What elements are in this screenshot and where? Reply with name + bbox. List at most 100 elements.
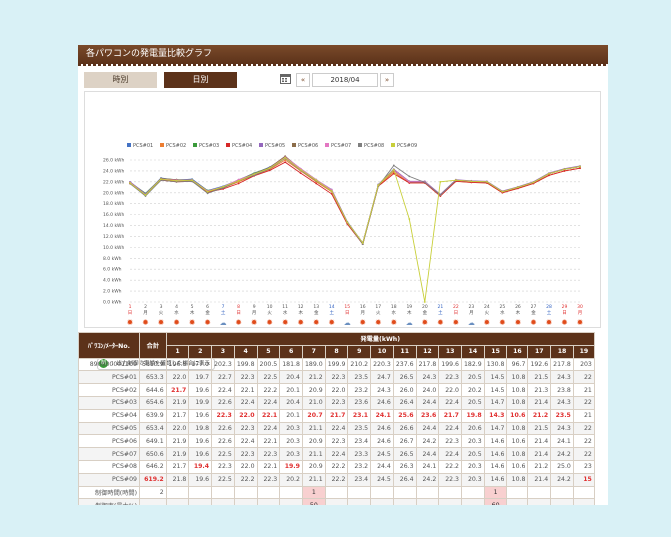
tab-hourly[interactable]: 時別 [84, 72, 157, 88]
prev-month-button[interactable]: « [296, 73, 310, 87]
value-cell: 24.2 [415, 434, 440, 449]
value-cell: 21.1 [301, 421, 326, 436]
day-header: 17 [527, 344, 552, 359]
control-cell [438, 485, 462, 500]
value-cell: 22.0 [324, 383, 349, 397]
value-cell: 22.3 [256, 472, 281, 487]
value-cell: 22.3 [324, 434, 349, 449]
value-cell: 19.9 [188, 395, 213, 410]
weekday-label: 金 [314, 309, 319, 316]
x-tick-label: 6 [206, 304, 209, 310]
value-cell: 23.6 [347, 395, 372, 410]
value-cell: 20.9 [301, 383, 326, 397]
value-cell: 181.8 [279, 357, 303, 372]
value-cell: 21.7 [165, 383, 190, 397]
calendar-icon[interactable] [280, 73, 291, 84]
control-cell [392, 485, 417, 500]
control-cell [233, 498, 258, 505]
value-cell: 14.6 [483, 434, 508, 449]
value-cell: 20.2 [461, 383, 485, 397]
x-tick-label: 19 [406, 304, 412, 310]
value-cell: 26.7 [392, 434, 417, 449]
month-display: 2018/04 [312, 73, 378, 87]
control-cell [370, 485, 394, 500]
x-tick-label: 24 [484, 304, 490, 310]
value-cell: 23 [572, 459, 595, 474]
value-cell: 19.7 [188, 370, 213, 385]
weekday-label: 日 [454, 310, 459, 316]
x-tick-label: 15 [344, 304, 350, 310]
value-cell: 24.0 [415, 383, 440, 397]
value-cell: 24.6 [370, 395, 394, 410]
x-tick-label: 2 [144, 304, 147, 310]
table-row: PCS#08 646.2 21.7 19.4 22.3 22.0 22.1 19.9 20.9 2… [78, 459, 595, 474]
y-tick-label: 0.0 kWh [103, 300, 122, 306]
value-cell: 21.2 [301, 370, 326, 385]
x-tick-label: 3 [160, 304, 163, 310]
y-tick-label: 26.0 kWh [103, 158, 125, 164]
value-cell: 20.3 [279, 434, 303, 449]
data-point [330, 190, 333, 193]
value-cell: 22.3 [438, 434, 462, 449]
series-line [129, 159, 581, 244]
cloud-icon: ☁ [406, 319, 413, 327]
value-cell: 199.9 [324, 357, 349, 372]
value-cell: 23.1 [347, 408, 372, 423]
value-cell: 21.7 [324, 408, 349, 423]
legend-swatch [358, 143, 362, 147]
row-total: 639.9 [139, 408, 167, 423]
control-cell [347, 485, 372, 500]
value-cell: 25.0 [550, 459, 574, 474]
value-cell: 19.6 [188, 472, 213, 487]
value-cell: 25.6 [392, 408, 417, 423]
y-tick-label: 12.0 kWh [103, 234, 125, 240]
value-cell: 22.3 [438, 370, 462, 385]
row-total: 644.6 [139, 383, 167, 397]
control-cell [415, 485, 440, 500]
value-cell: 20.1 [279, 408, 303, 423]
value-cell: 20.7 [301, 408, 326, 423]
y-tick-label: 4.0 kWh [103, 278, 122, 284]
control-cell [233, 485, 258, 500]
control-cell [188, 498, 213, 505]
value-cell: 22.2 [256, 383, 281, 397]
next-month-button[interactable]: » [380, 73, 394, 87]
tab-daily[interactable]: 日別 [164, 72, 237, 88]
value-cell: 22.1 [256, 459, 281, 474]
value-cell: 22.4 [211, 383, 235, 397]
value-cell: 22.2 [438, 459, 462, 474]
row-label: PCS#09 [78, 472, 140, 487]
control-cell [527, 498, 552, 505]
data-point [532, 181, 535, 184]
sun-icon: ✹ [127, 318, 134, 327]
label-header: ﾊﾟﾜｺﾝ/ﾒｰﾀｰNo. [78, 332, 140, 359]
value-cell: 23.4 [347, 472, 372, 487]
x-tick-label: 5 [191, 304, 194, 310]
value-cell: 22.5 [256, 370, 281, 385]
value-cell: 21.4 [527, 472, 552, 487]
value-cell: 202.3 [211, 357, 235, 372]
value-cell: 22.5 [211, 447, 235, 461]
value-cell: 22.4 [233, 434, 258, 449]
y-tick-label: 18.0 kWh [103, 201, 125, 207]
legend-label: PCS#03 [199, 143, 219, 149]
value-cell: 19.4 [188, 459, 213, 474]
x-tick-label: 7 [222, 304, 225, 310]
y-tick-label: 10.0 kWh [103, 245, 125, 251]
value-cell: 196.8 [165, 357, 190, 372]
table-row: PCS#05 653.4 22.0 19.8 22.6 22.3 22.4 20.3 21.1 2… [78, 421, 595, 436]
series-line [129, 156, 581, 244]
value-cell: 21.1 [301, 447, 326, 461]
value-cell: 21.2 [527, 408, 552, 423]
cloud-icon: ☁ [220, 319, 227, 327]
sun-icon: ✹ [530, 318, 537, 327]
value-cell: 22.5 [211, 472, 235, 487]
value-cell: 22.3 [211, 408, 235, 423]
generation-table: ﾊﾟﾜｺﾝ/ﾒｰﾀｰNo. 合計 発電量(kWh) 1 2 3 4 5 6 7 8 9 10 11 12 13… [78, 332, 595, 505]
control-row: 制御率(最大%)- 50 60 [78, 498, 595, 505]
sun-icon: ✹ [453, 318, 460, 327]
value-cell: 22.0 [165, 370, 190, 385]
control-cell [256, 485, 281, 500]
weekday-label: 木 [516, 309, 521, 316]
value-cell: 20.5 [461, 395, 485, 410]
